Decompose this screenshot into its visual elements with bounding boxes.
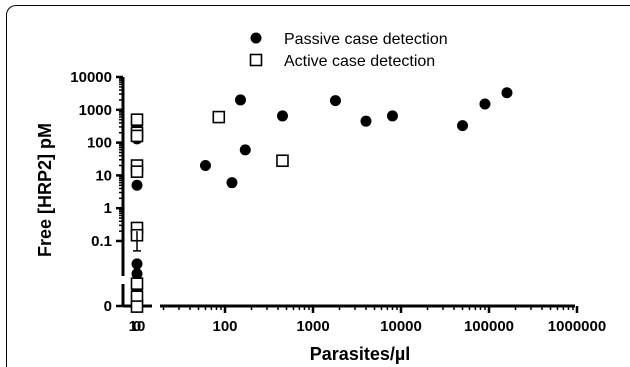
- passive-point: [226, 177, 238, 189]
- y-ticks: 10000 1000 100 10 1 0.1 0: [70, 69, 123, 315]
- data-marks: [130, 87, 513, 313]
- x-tick-label: 100000: [464, 318, 514, 335]
- legend-marker-passive: [250, 32, 262, 44]
- x-tick-label: 10000: [380, 318, 422, 335]
- passive-point: [131, 268, 143, 280]
- passive-point: [131, 179, 143, 191]
- passive-point: [239, 144, 251, 156]
- passive-point: [329, 95, 341, 107]
- passive-point: [131, 258, 143, 270]
- x-tick-label: 10: [129, 318, 146, 335]
- legend: Passive case detection Active case detec…: [249, 31, 448, 70]
- passive-point: [457, 120, 469, 132]
- y-tick-label: 0: [104, 298, 112, 315]
- active-point: [212, 110, 226, 124]
- axes: [121, 77, 575, 308]
- passive-point: [234, 94, 246, 106]
- passive-point: [501, 87, 513, 99]
- passive-point: [386, 110, 398, 122]
- x-tick-label: 100: [212, 318, 237, 335]
- y-tick-label: 1000: [79, 102, 112, 119]
- y-tick-label: 0.1: [91, 233, 112, 250]
- x-axis-title: Parasites/µl: [310, 344, 410, 364]
- active-point: [130, 300, 144, 313]
- x-ticks: 010 100 1000 10000 100000 1000000: [129, 306, 606, 335]
- x-tick-label: 1000: [296, 318, 329, 335]
- y-tick-label: 1: [104, 200, 112, 217]
- figure-frame: [6, 5, 630, 367]
- x-tick-label: 1000000: [548, 318, 606, 335]
- legend-label-active: Active case detection: [284, 53, 435, 70]
- passive-point: [276, 110, 288, 122]
- active-point: [130, 277, 144, 290]
- passive-point: [360, 115, 372, 127]
- y-tick-label: 10000: [70, 69, 112, 86]
- legend-marker-active: [249, 53, 263, 67]
- active-point: [130, 165, 144, 178]
- y-tick-label: 100: [87, 135, 112, 152]
- y-axis-title: Free [HRP2] pM: [35, 123, 55, 257]
- active-point: [130, 129, 144, 143]
- y-tick-label: 10: [95, 167, 112, 184]
- legend-label-passive: Passive case detection: [284, 31, 448, 48]
- x-tick-label: 0: [133, 318, 141, 335]
- active-point: [130, 113, 144, 126]
- passive-point: [479, 98, 491, 110]
- active-point: [276, 154, 289, 168]
- passive-point: [199, 160, 211, 172]
